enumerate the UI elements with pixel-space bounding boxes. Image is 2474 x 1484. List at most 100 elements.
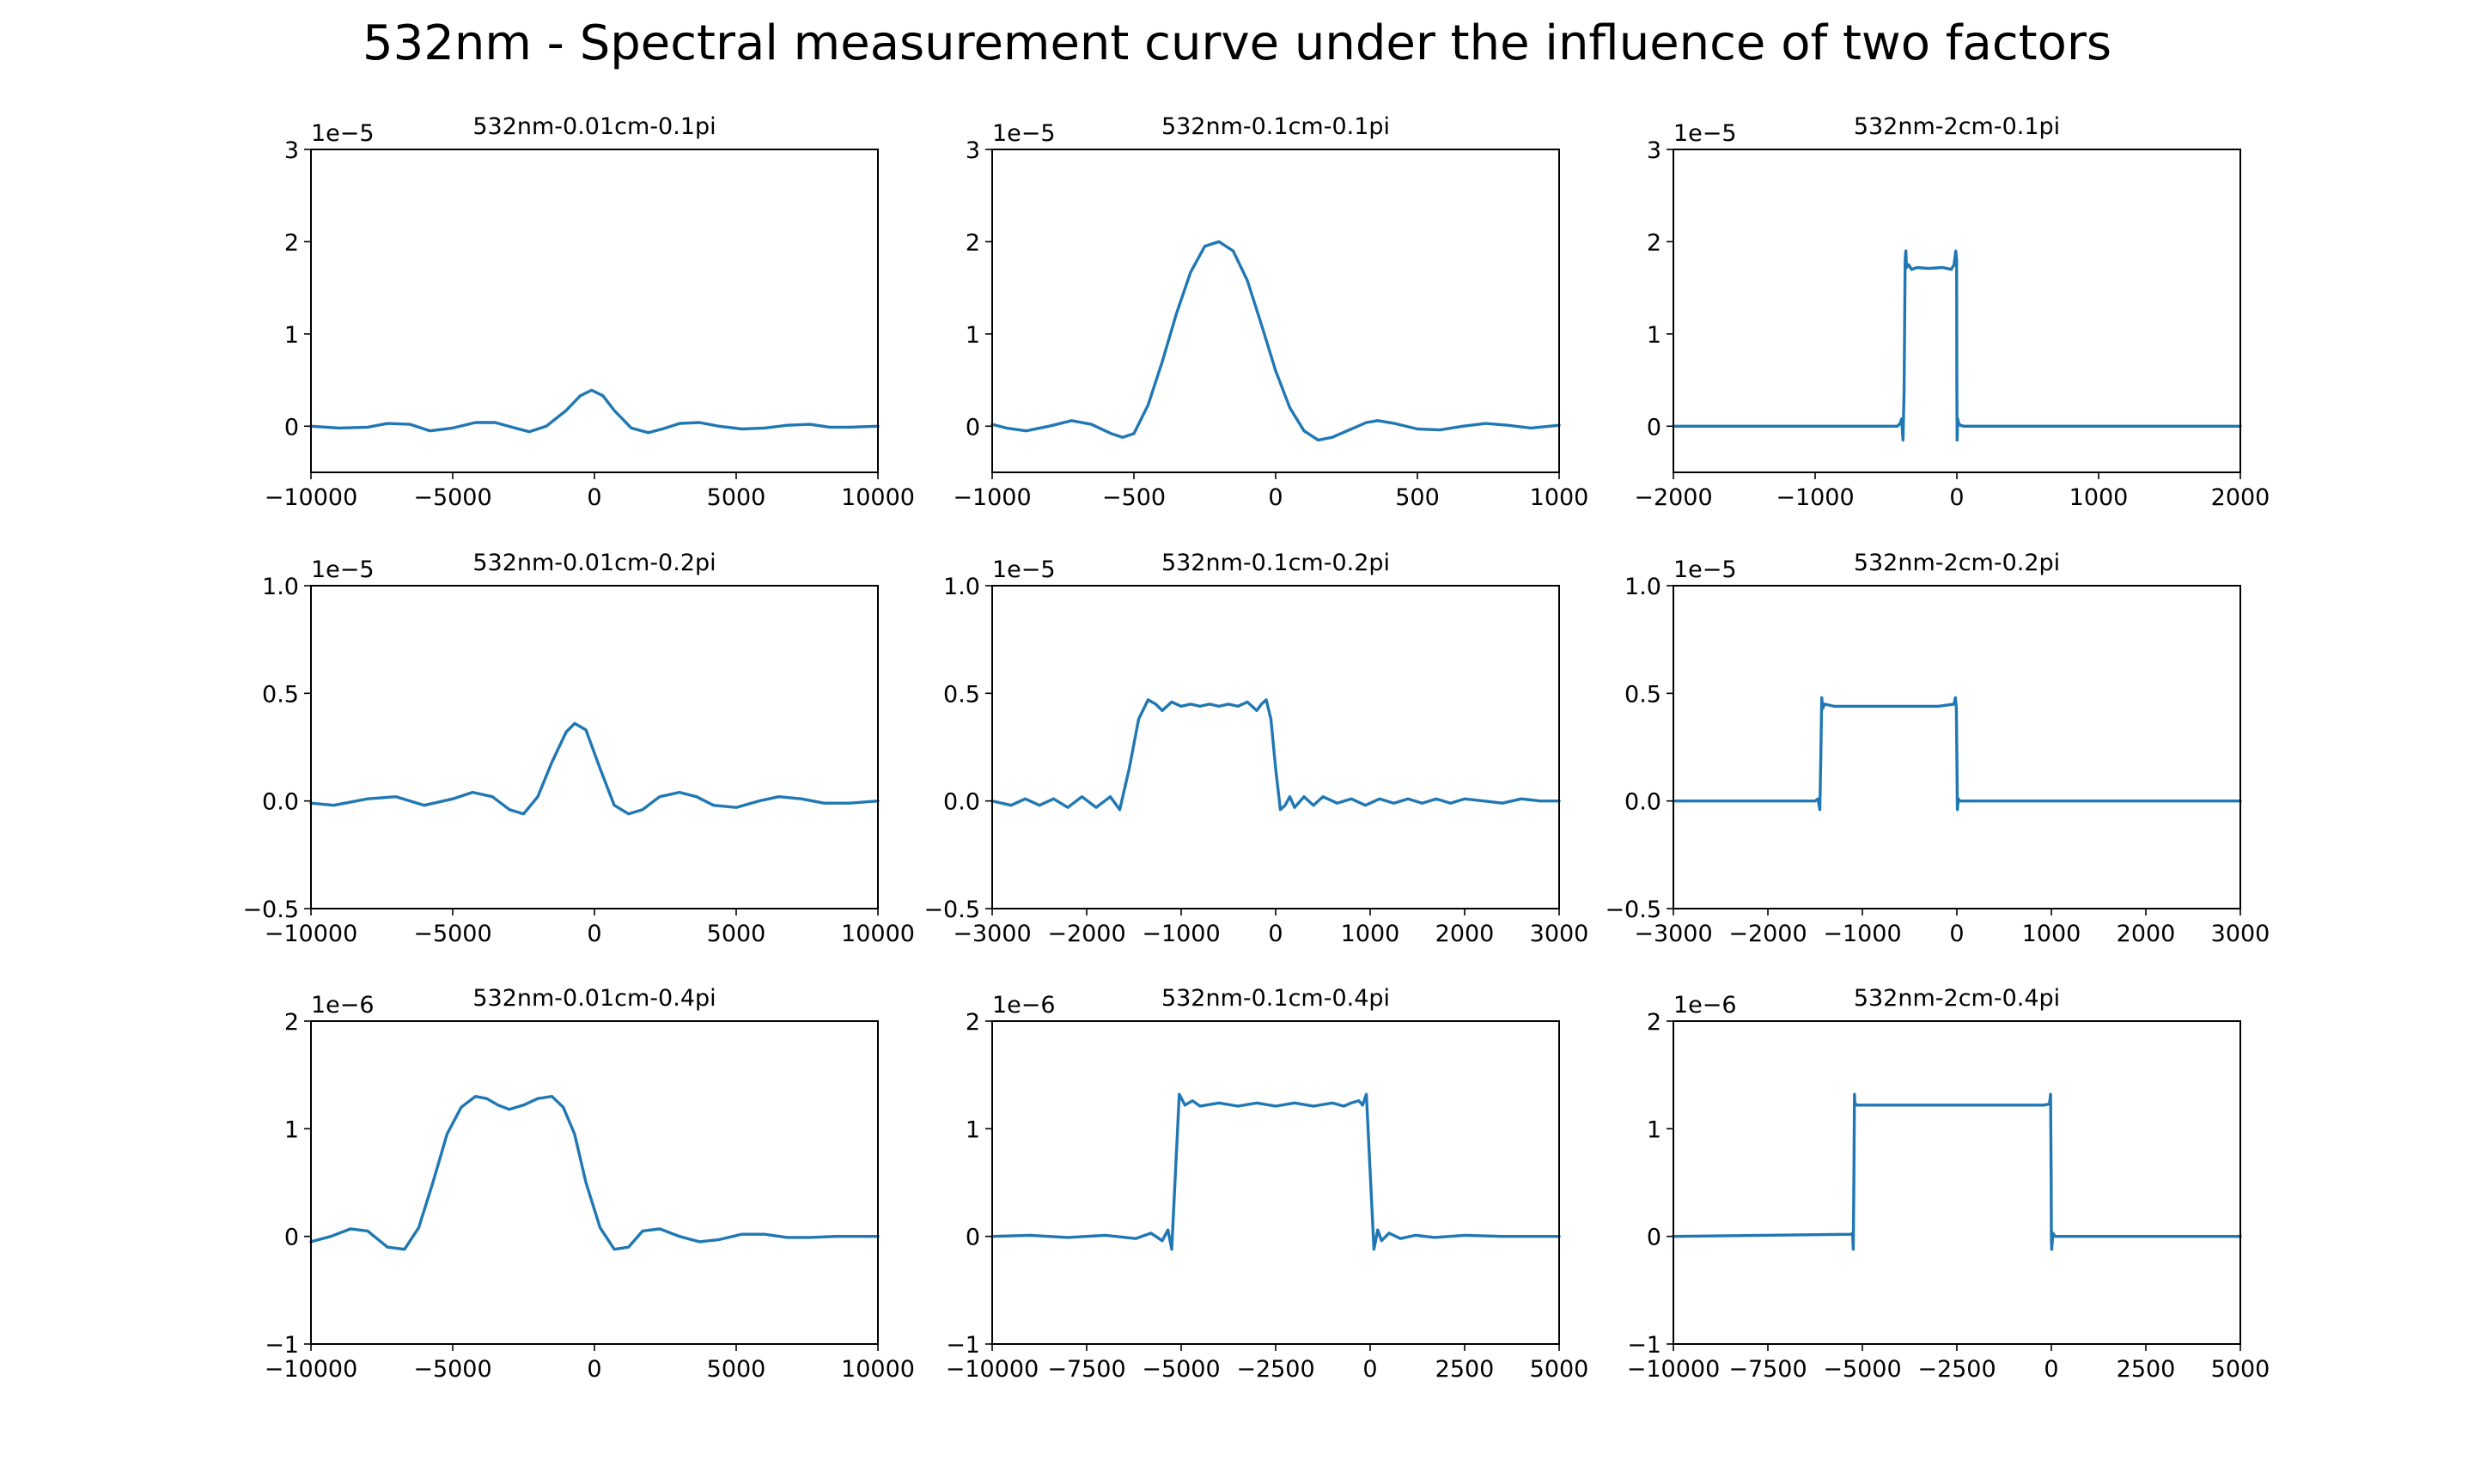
x-tick-label: −2500 bbox=[1917, 1356, 1996, 1383]
y-tick-label: 2 bbox=[1647, 1009, 1661, 1036]
y-tick-label: 3 bbox=[1647, 137, 1661, 164]
x-tick-label: −10000 bbox=[1627, 1356, 1721, 1383]
y-tick-label: 0 bbox=[1647, 1225, 1661, 1251]
x-tick-label: −5000 bbox=[413, 921, 491, 947]
x-tick-label: −10000 bbox=[265, 921, 358, 947]
series-line bbox=[990, 1092, 1561, 1251]
x-tick-label: 0 bbox=[1949, 921, 1964, 947]
subplot: −10000 −7500 −5000 −2500 0 2500 5000 −1 0 1 2 532nm… bbox=[1627, 985, 2270, 1383]
x-tick-label: −3000 bbox=[1634, 921, 1712, 947]
x-tick-label: −500 bbox=[1102, 484, 1166, 511]
x-tick-label: 0 bbox=[1268, 921, 1283, 947]
series-line bbox=[1672, 696, 2242, 812]
y-offset-text: 1e−5 bbox=[1673, 556, 1737, 583]
x-tick-label: 2000 bbox=[1435, 921, 1495, 947]
subplot-title: 532nm-0.01cm-0.4pi bbox=[472, 985, 716, 1012]
x-tick-label: 0 bbox=[1362, 1356, 1377, 1383]
y-tick-label: −0.5 bbox=[1605, 897, 1661, 923]
subplot-title: 532nm-2cm-0.2pi bbox=[1854, 550, 2060, 576]
y-tick-label: 0 bbox=[966, 414, 980, 441]
y-offset-text: 1e−6 bbox=[1673, 992, 1737, 1019]
plot-frame bbox=[310, 1020, 879, 1345]
y-offset-text: 1e−5 bbox=[311, 556, 375, 583]
x-tick-label: 10000 bbox=[841, 921, 915, 947]
x-tick-label: −7500 bbox=[1047, 1356, 1125, 1383]
y-tick-label: 0.5 bbox=[262, 681, 299, 708]
x-tick-label: −2000 bbox=[1047, 921, 1125, 947]
x-tick-label: 0 bbox=[587, 921, 601, 947]
series-line bbox=[309, 1094, 880, 1251]
plot-frame bbox=[991, 585, 1560, 909]
plot-frame bbox=[1673, 1020, 2241, 1345]
x-tick-label: 5000 bbox=[707, 484, 766, 511]
y-tick-label: 2 bbox=[284, 229, 299, 256]
y-tick-label: 3 bbox=[284, 137, 299, 164]
y-tick-label: 0 bbox=[966, 1225, 980, 1251]
x-tick-label: −2000 bbox=[1634, 484, 1712, 511]
x-tick-label: 0 bbox=[587, 484, 601, 511]
subplot: −2000 −1000 0 1000 2000 0 1 2 3 532nm-2cm-0.1pi 1e… bbox=[1634, 113, 2270, 511]
y-offset-text: 1e−6 bbox=[311, 992, 375, 1019]
x-tick-label: 1000 bbox=[2069, 484, 2129, 511]
x-tick-label: −10000 bbox=[946, 1356, 1039, 1383]
subplot-title: 532nm-2cm-0.4pi bbox=[1854, 985, 2060, 1012]
y-tick-label: 2 bbox=[284, 1009, 299, 1036]
x-tick-label: 500 bbox=[1395, 484, 1440, 511]
x-tick-label: 2000 bbox=[2117, 921, 2176, 947]
y-tick-label: −1 bbox=[946, 1332, 980, 1359]
subplot: −10000 −5000 0 5000 10000 0 1 2 3 532nm-0.01cm-0.… bbox=[265, 113, 915, 511]
series-line bbox=[1672, 249, 2242, 442]
x-tick-label: 3000 bbox=[1530, 921, 1589, 947]
x-tick-label: 1000 bbox=[1530, 484, 1589, 511]
y-tick-label: 1.0 bbox=[943, 574, 980, 600]
y-tick-label: 3 bbox=[966, 137, 980, 164]
subplot-title: 532nm-0.1cm-0.4pi bbox=[1161, 985, 1390, 1012]
x-tick-label: −5000 bbox=[1823, 1356, 1901, 1383]
subplot: −1000 −500 0 500 1000 0 1 2 3 532nm-0.1cm-0.1pi 1e… bbox=[953, 113, 1588, 511]
x-tick-label: 5000 bbox=[707, 921, 766, 947]
y-tick-label: 0.0 bbox=[1624, 789, 1661, 816]
y-offset-text: 1e−5 bbox=[1673, 120, 1737, 147]
x-tick-label: 0 bbox=[1268, 484, 1283, 511]
y-tick-label: 1 bbox=[1647, 322, 1661, 349]
x-tick-label: −1000 bbox=[1142, 921, 1220, 947]
x-tick-label: −5000 bbox=[413, 1356, 491, 1383]
figure-title: 532nm - Spectral measurement curve under… bbox=[362, 15, 2112, 71]
x-tick-label: 0 bbox=[2044, 1356, 2058, 1383]
y-tick-label: 0 bbox=[284, 414, 299, 441]
y-tick-label: 0 bbox=[1647, 414, 1661, 441]
x-tick-label: 0 bbox=[1949, 484, 1964, 511]
y-tick-label: 2 bbox=[1647, 229, 1661, 256]
y-offset-text: 1e−6 bbox=[992, 992, 1056, 1019]
y-tick-label: 1 bbox=[284, 322, 299, 349]
y-tick-label: −0.5 bbox=[242, 897, 299, 923]
y-tick-label: 0.5 bbox=[943, 681, 980, 708]
y-tick-label: 0.0 bbox=[943, 789, 980, 816]
y-tick-label: 2 bbox=[966, 229, 980, 256]
subplot-title: 532nm-2cm-0.1pi bbox=[1854, 113, 2060, 140]
x-tick-label: −2500 bbox=[1236, 1356, 1314, 1383]
x-tick-label: −2000 bbox=[1728, 921, 1807, 947]
y-tick-label: 0.5 bbox=[1624, 681, 1661, 708]
y-tick-label: 1.0 bbox=[262, 574, 299, 600]
x-tick-label: 5000 bbox=[707, 1356, 766, 1383]
series-line bbox=[990, 698, 1561, 812]
x-tick-label: −10000 bbox=[265, 1356, 358, 1383]
y-offset-text: 1e−5 bbox=[992, 556, 1056, 583]
plot-frame bbox=[991, 1020, 1560, 1345]
y-tick-label: 0.0 bbox=[262, 789, 299, 816]
subplot-title: 532nm-0.1cm-0.1pi bbox=[1161, 113, 1390, 140]
series-line bbox=[990, 240, 1561, 442]
series-line bbox=[1672, 1092, 2242, 1251]
y-tick-label: 1.0 bbox=[1624, 574, 1661, 600]
x-tick-label: −5000 bbox=[413, 484, 491, 511]
y-tick-label: −0.5 bbox=[923, 897, 980, 923]
x-tick-label: −1000 bbox=[1776, 484, 1854, 511]
x-tick-label: 3000 bbox=[2211, 921, 2270, 947]
y-tick-label: 1 bbox=[1647, 1116, 1661, 1143]
y-tick-label: 0 bbox=[284, 1225, 299, 1251]
x-tick-label: 2000 bbox=[2211, 484, 2270, 511]
y-tick-label: 1 bbox=[966, 1116, 980, 1143]
